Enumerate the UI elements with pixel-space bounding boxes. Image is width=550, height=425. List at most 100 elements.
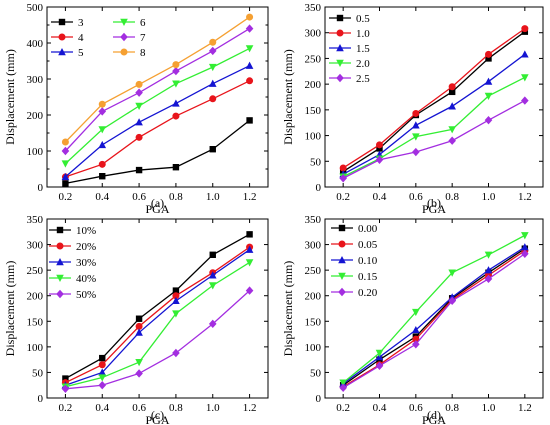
legend-label: 0.10 (358, 255, 378, 267)
legend-label: 5 (78, 47, 84, 59)
data-point (98, 361, 106, 369)
series-0-05 (339, 247, 529, 391)
data-point (98, 160, 106, 168)
data-point (208, 46, 217, 56)
data-point (245, 245, 254, 253)
x-tick-label: 1.2 (518, 191, 532, 203)
series-line (64, 47, 250, 165)
x-axis-title: PGA (145, 413, 169, 425)
legend-item: 30% (49, 257, 96, 269)
panel-label: (b) (427, 196, 441, 210)
data-point (135, 80, 143, 88)
data-point (208, 271, 217, 279)
data-point (484, 251, 493, 259)
panel-d: 0.2 0.4 0.6 0.8 1.0 1.2 0 50 100 150 200 250 300 350 P… (281, 214, 544, 425)
data-point (172, 292, 180, 300)
y-tick-label: 0 (38, 393, 44, 405)
data-point (99, 173, 106, 180)
legend-marker (120, 18, 128, 26)
legend-marker (336, 14, 344, 22)
x-tick-label: 1.0 (206, 191, 220, 203)
legend-label: 40% (76, 273, 96, 285)
data-point (245, 45, 254, 53)
y-tick-label: 50 (32, 367, 44, 379)
data-point (246, 77, 254, 85)
data-point (135, 328, 143, 336)
legend-item: 0.20 (331, 287, 378, 299)
data-point (61, 384, 70, 393)
panel-c: 0.2 0.4 0.6 0.8 1.0 1.2 0 50 100 150 200 250 300 350 P… (3, 214, 269, 425)
data-point (209, 146, 216, 153)
data-point (412, 325, 420, 334)
y-tick-label: 300 (305, 240, 322, 252)
legend-marker (58, 18, 66, 26)
data-point (172, 61, 180, 69)
data-point (246, 117, 253, 124)
legend-marker (338, 256, 346, 264)
legend-item: 0.10 (331, 255, 378, 267)
x-axis-title: PGA (422, 413, 446, 425)
panel-b: 0.2 0.4 0.6 0.8 1.0 1.2 0 50 100 150 200 250 300 350 P… (281, 2, 544, 216)
plot-frame (324, 218, 544, 399)
data-point (208, 63, 217, 72)
data-point (521, 96, 529, 105)
legend-item: 3 (51, 17, 84, 29)
data-point (375, 155, 384, 164)
series-1-0 (339, 25, 529, 172)
legend-item: 8 (113, 47, 146, 59)
y-tick-label: 200 (305, 79, 322, 91)
legend-item: 10% (49, 225, 96, 237)
data-point (339, 383, 347, 392)
legend: 3 4 5 6 7 8 (51, 17, 146, 59)
data-point (412, 335, 420, 343)
legend-marker (120, 48, 128, 56)
series-line (64, 16, 250, 143)
data-point (172, 164, 180, 171)
legend-item: 4 (51, 32, 84, 44)
data-point (245, 259, 254, 267)
series-line (342, 76, 526, 178)
y-tick-label: 150 (305, 105, 322, 117)
x-tick-label: 0.6 (132, 402, 146, 414)
legend-marker (56, 289, 64, 299)
y-tick-label: 250 (305, 265, 322, 277)
data-point (412, 147, 420, 157)
legend-item: 1.5 (329, 43, 370, 55)
series-line (342, 234, 526, 384)
y-tick-label: 350 (305, 2, 322, 14)
y-tick-label: 350 (305, 214, 322, 226)
data-point (172, 99, 180, 107)
data-point (245, 286, 254, 295)
data-point (135, 133, 143, 141)
legend-label: 0.20 (358, 287, 378, 299)
x-axis-title: PGA (145, 202, 169, 216)
series-7 (61, 24, 254, 156)
series-2-5 (339, 96, 529, 183)
data-point (99, 354, 106, 362)
legend-label: 0.5 (356, 13, 370, 25)
panel-a: 0.2 0.4 0.6 0.8 1.0 1.2 0 100 200 300 400 500 PGA Dis… (3, 2, 269, 216)
y-tick-label: 50 (310, 367, 322, 379)
x-tick-label: 0.6 (409, 191, 423, 203)
data-point (484, 115, 493, 125)
series-line (64, 65, 250, 178)
x-tick-label: 0.8 (169, 402, 183, 414)
legend-marker (56, 226, 64, 234)
data-point (521, 243, 529, 251)
series-2-0 (339, 74, 529, 181)
legend-label: 2.0 (356, 58, 370, 70)
data-point (448, 269, 456, 277)
data-point (521, 50, 529, 58)
y-tick-label: 150 (305, 316, 322, 328)
x-tick-label: 1.2 (243, 402, 257, 414)
data-point (208, 282, 217, 290)
x-tick-label: 0.4 (95, 191, 109, 203)
legend-marker (338, 287, 346, 297)
data-point (339, 379, 347, 387)
x-tick-label: 0.2 (59, 191, 73, 203)
data-point (135, 166, 143, 174)
x-tick-label: 0.2 (59, 402, 73, 414)
y-tick-label: 100 (305, 131, 322, 143)
series-line (65, 80, 250, 178)
y-tick-label: 100 (305, 342, 322, 354)
